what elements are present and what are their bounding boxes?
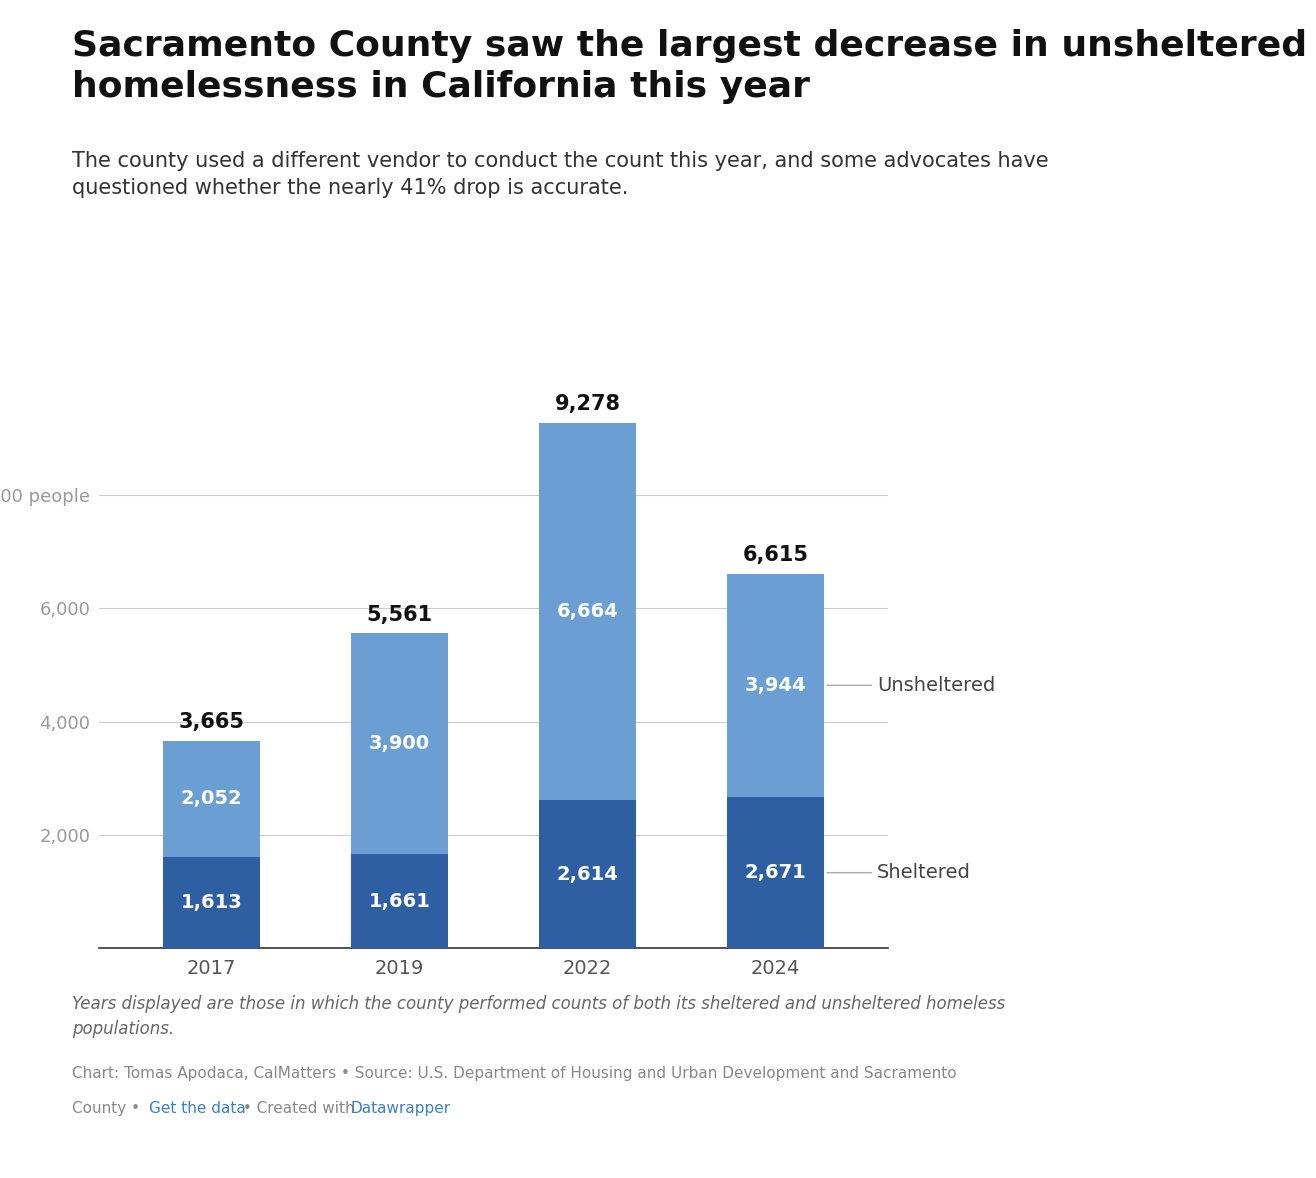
Text: Chart: Tomas Apodaca, CalMatters • Source: U.S. Department of Housing and Urban : Chart: Tomas Apodaca, CalMatters • Sourc… <box>72 1066 957 1081</box>
Bar <box>538 423 637 800</box>
Text: County •: County • <box>72 1101 145 1117</box>
Text: Years displayed are those in which the county performed counts of both its shelt: Years displayed are those in which the c… <box>72 995 1005 1039</box>
Bar <box>726 798 824 948</box>
Text: Datawrapper: Datawrapper <box>350 1101 450 1117</box>
Bar <box>163 856 261 948</box>
Text: 2,614: 2,614 <box>557 865 619 884</box>
Bar <box>350 854 449 948</box>
Bar <box>726 574 824 798</box>
Text: 2,671: 2,671 <box>745 863 807 882</box>
Text: 3,665: 3,665 <box>179 713 245 733</box>
Text: 3,900: 3,900 <box>368 734 430 753</box>
Text: • Created with: • Created with <box>238 1101 359 1117</box>
Text: Sheltered: Sheltered <box>828 863 971 882</box>
Text: 9,278: 9,278 <box>554 395 621 415</box>
Text: 5,561: 5,561 <box>366 604 433 624</box>
Text: Sacramento County saw the largest decrease in unsheltered
homelessness in Califo: Sacramento County saw the largest decrea… <box>72 29 1308 104</box>
Text: 6,615: 6,615 <box>742 545 808 565</box>
Bar <box>350 634 449 854</box>
Text: 3,944: 3,944 <box>745 676 807 695</box>
Text: Unsheltered: Unsheltered <box>828 676 995 695</box>
Text: 1,613: 1,613 <box>180 893 242 912</box>
Text: Get the data: Get the data <box>149 1101 246 1117</box>
Text: 2,052: 2,052 <box>180 789 242 808</box>
Text: The county used a different vendor to conduct the count this year, and some advo: The county used a different vendor to co… <box>72 151 1049 198</box>
Bar <box>163 741 261 856</box>
Text: 6,664: 6,664 <box>557 602 619 621</box>
Bar <box>538 800 637 948</box>
Text: 1,661: 1,661 <box>368 892 430 911</box>
